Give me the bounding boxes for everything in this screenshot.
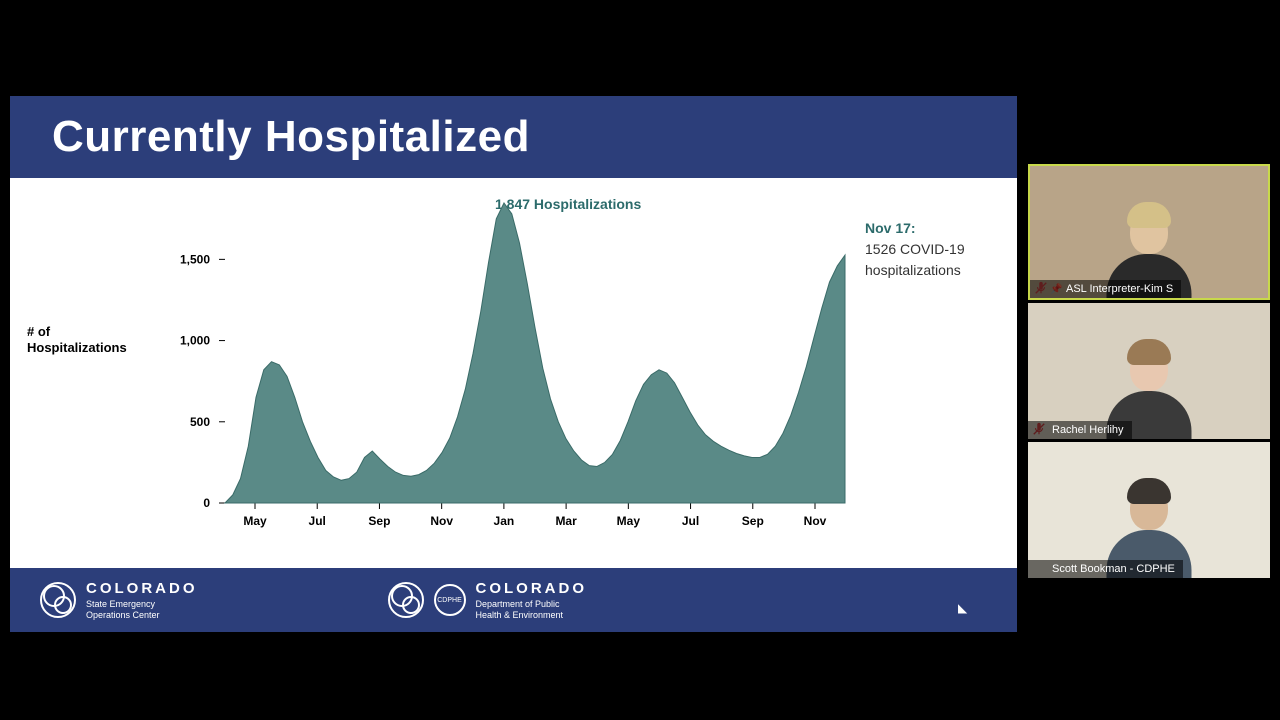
x-tick-label: May (243, 514, 267, 528)
y-tick-label: 1,500 (180, 252, 210, 266)
participants-strip: 📌ASL Interpreter-Kim S Rachel Herlihy Scot… (1028, 164, 1270, 581)
mouse-cursor: ◣ (958, 601, 967, 615)
cdphe-seal-icon: CDPHE (434, 584, 466, 616)
x-tick-label: Jan (494, 514, 515, 528)
y-tick-label: 500 (190, 415, 210, 429)
participant-name: ASL Interpreter-Kim S (1030, 280, 1181, 298)
participant-tile[interactable]: 📌ASL Interpreter-Kim S (1028, 164, 1270, 300)
participant-video (1028, 442, 1270, 578)
x-tick-label: Mar (555, 514, 577, 528)
slide-title: Currently Hospitalized (52, 112, 530, 162)
x-tick-label: May (617, 514, 641, 528)
hospitalizations-chart: 0 500 1,000 1,500 May Jul Sep Nov Jan Mar May Jul S… (165, 188, 885, 548)
x-tick-label: Nov (804, 514, 827, 528)
x-tick-label: Jul (682, 514, 699, 528)
x-tick-label: Jul (309, 514, 326, 528)
x-tick-label: Sep (368, 514, 390, 528)
participant-video (1028, 303, 1270, 439)
participant-name: Rachel Herlihy (1028, 421, 1132, 439)
participant-video (1030, 166, 1268, 298)
participant-tile[interactable]: Rachel Herlihy (1028, 303, 1270, 439)
slide-footer: COLORADO State EmergencyOperations Cente… (10, 568, 1017, 632)
y-tick-label: 0 (203, 496, 210, 510)
participant-tile[interactable]: Scott Bookman - CDPHE (1028, 442, 1270, 578)
colorado-logo-icon (388, 582, 424, 618)
participant-name: Scott Bookman - CDPHE (1028, 560, 1183, 578)
colorado-logo-icon (40, 582, 76, 618)
footer-logo-seoc: COLORADO State EmergencyOperations Cente… (40, 580, 198, 621)
y-tick-label: 1,000 (180, 334, 210, 348)
slide-header: Currently Hospitalized (10, 96, 1017, 178)
chart-area: 1,847 Hospitalizations Nov 17: 1526 COVI… (10, 178, 1017, 558)
presentation-slide: Currently Hospitalized 1,847 Hospitaliza… (10, 96, 1017, 632)
y-axis-label: # of Hospitalizations (27, 324, 127, 355)
x-tick-label: Nov (430, 514, 453, 528)
footer-logo-cdphe: CDPHE COLORADO Department of PublicHealt… (388, 580, 588, 621)
x-tick-label: Sep (742, 514, 764, 528)
